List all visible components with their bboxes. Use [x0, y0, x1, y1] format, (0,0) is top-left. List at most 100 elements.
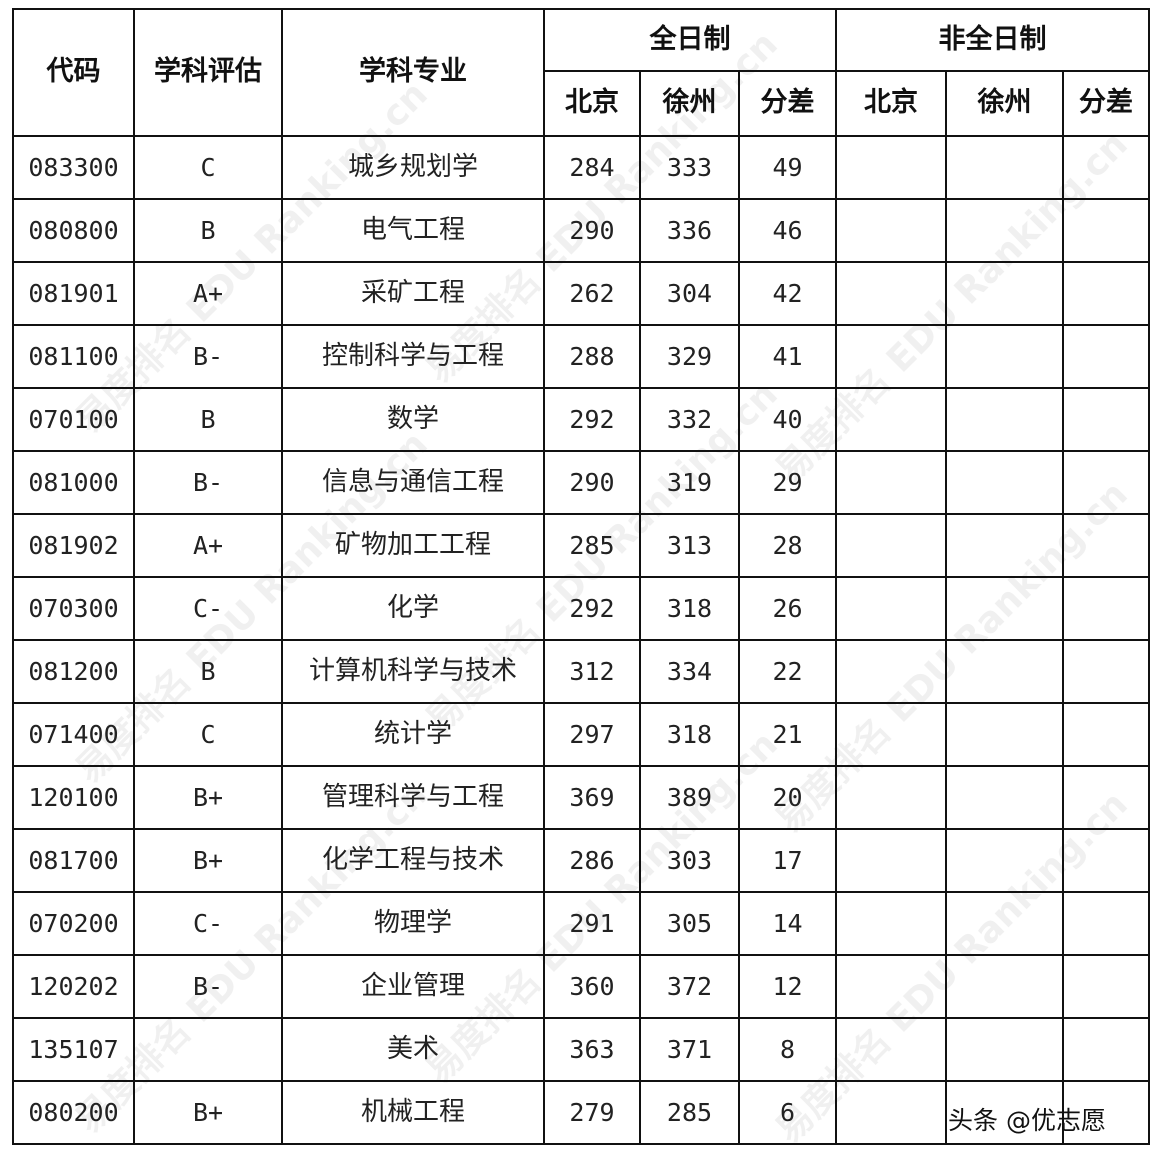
evaluation-cell: C- — [133, 576, 283, 641]
code-cell: 080200 — [12, 1080, 135, 1145]
empty-parttime-cell — [835, 765, 947, 830]
code-cell: 081902 — [12, 513, 135, 578]
empty-parttime-cell — [835, 702, 947, 767]
table-row: 081100 B- 控制科学与工程 288 329 41 — [12, 324, 1150, 389]
diff-cell: 42 — [738, 261, 837, 326]
major-cell: 管理科学与工程 — [281, 765, 545, 830]
code-cell: 120100 — [12, 765, 135, 830]
beijing-score-cell: 284 — [543, 135, 641, 200]
beijing-score-cell: 292 — [543, 387, 641, 452]
table-row: 070300 C- 化学 292 318 26 — [12, 576, 1150, 641]
empty-parttime-cell — [945, 702, 1064, 767]
empty-parttime-cell — [945, 765, 1064, 830]
header-parttime-xuzhou: 徐州 — [945, 70, 1064, 137]
empty-parttime-cell — [945, 576, 1064, 641]
evaluation-cell: A+ — [133, 513, 283, 578]
beijing-score-cell: 290 — [543, 450, 641, 515]
major-cell: 采矿工程 — [281, 261, 545, 326]
evaluation-cell: B — [133, 198, 283, 263]
empty-parttime-cell — [1062, 576, 1150, 641]
empty-parttime-cell — [835, 261, 947, 326]
empty-parttime-cell — [835, 450, 947, 515]
beijing-score-cell: 369 — [543, 765, 641, 830]
table-row: 081902 A+ 矿物加工工程 285 313 28 — [12, 513, 1150, 578]
empty-parttime-cell — [835, 828, 947, 893]
empty-parttime-cell — [945, 1017, 1064, 1082]
table-row: 071400 C 统计学 297 318 21 — [12, 702, 1150, 767]
xuzhou-score-cell: 329 — [639, 324, 740, 389]
empty-parttime-cell — [835, 135, 947, 200]
xuzhou-score-cell: 304 — [639, 261, 740, 326]
beijing-score-cell: 279 — [543, 1080, 641, 1145]
diff-cell: 28 — [738, 513, 837, 578]
major-cell: 化学 — [281, 576, 545, 641]
xuzhou-score-cell: 318 — [639, 576, 740, 641]
empty-parttime-cell — [1062, 198, 1150, 263]
empty-parttime-cell — [945, 198, 1064, 263]
code-cell: 120202 — [12, 954, 135, 1019]
diff-cell: 6 — [738, 1080, 837, 1145]
table-row: 070200 C- 物理学 291 305 14 — [12, 891, 1150, 956]
diff-cell: 12 — [738, 954, 837, 1019]
table-row: 081700 B+ 化学工程与技术 286 303 17 — [12, 828, 1150, 893]
evaluation-cell: B- — [133, 954, 283, 1019]
major-cell: 电气工程 — [281, 198, 545, 263]
empty-parttime-cell — [1062, 891, 1150, 956]
beijing-score-cell: 262 — [543, 261, 641, 326]
empty-parttime-cell — [945, 261, 1064, 326]
table-row: 081200 B 计算机科学与技术 312 334 22 — [12, 639, 1150, 704]
empty-parttime-cell — [1062, 828, 1150, 893]
empty-parttime-cell — [1062, 135, 1150, 200]
major-cell: 控制科学与工程 — [281, 324, 545, 389]
code-cell: 081200 — [12, 639, 135, 704]
evaluation-cell: C — [133, 135, 283, 200]
score-table: 代码 学科评估 学科专业 全日制 非全日制 北京 徐州 分差 北京 徐州 分差 … — [12, 8, 1150, 1145]
empty-parttime-cell — [945, 387, 1064, 452]
evaluation-cell: C — [133, 702, 283, 767]
xuzhou-score-cell: 303 — [639, 828, 740, 893]
evaluation-cell: B — [133, 639, 283, 704]
diff-cell: 46 — [738, 198, 837, 263]
code-cell: 070200 — [12, 891, 135, 956]
empty-parttime-cell — [835, 1080, 947, 1145]
diff-cell: 49 — [738, 135, 837, 200]
major-cell: 机械工程 — [281, 1080, 545, 1145]
xuzhou-score-cell: 319 — [639, 450, 740, 515]
empty-parttime-cell — [945, 639, 1064, 704]
table-row: 120202 B- 企业管理 360 372 12 — [12, 954, 1150, 1019]
beijing-score-cell: 286 — [543, 828, 641, 893]
xuzhou-score-cell: 371 — [639, 1017, 740, 1082]
major-cell: 计算机科学与技术 — [281, 639, 545, 704]
header-fulltime-diff: 分差 — [738, 70, 837, 137]
diff-cell: 17 — [738, 828, 837, 893]
diff-cell: 29 — [738, 450, 837, 515]
header-code: 代码 — [12, 8, 135, 137]
code-cell: 070100 — [12, 387, 135, 452]
header-parttime-diff: 分差 — [1062, 70, 1150, 137]
xuzhou-score-cell: 336 — [639, 198, 740, 263]
xuzhou-score-cell: 332 — [639, 387, 740, 452]
empty-parttime-cell — [835, 387, 947, 452]
header-fulltime-beijing: 北京 — [543, 70, 641, 137]
empty-parttime-cell — [1062, 1017, 1150, 1082]
empty-parttime-cell — [945, 135, 1064, 200]
major-cell: 企业管理 — [281, 954, 545, 1019]
major-cell: 统计学 — [281, 702, 545, 767]
table-row: 120100 B+ 管理科学与工程 369 389 20 — [12, 765, 1150, 830]
empty-parttime-cell — [1062, 324, 1150, 389]
table-row: 070100 B 数学 292 332 40 — [12, 387, 1150, 452]
empty-parttime-cell — [945, 324, 1064, 389]
table-row: 080800 B 电气工程 290 336 46 — [12, 198, 1150, 263]
empty-parttime-cell — [835, 324, 947, 389]
empty-parttime-cell — [1062, 387, 1150, 452]
empty-parttime-cell — [835, 513, 947, 578]
beijing-score-cell: 291 — [543, 891, 641, 956]
beijing-score-cell: 285 — [543, 513, 641, 578]
code-cell: 083300 — [12, 135, 135, 200]
empty-parttime-cell — [1062, 513, 1150, 578]
header-fulltime: 全日制 — [543, 8, 837, 72]
xuzhou-score-cell: 389 — [639, 765, 740, 830]
empty-parttime-cell — [1062, 1080, 1150, 1145]
diff-cell: 21 — [738, 702, 837, 767]
code-cell: 081100 — [12, 324, 135, 389]
